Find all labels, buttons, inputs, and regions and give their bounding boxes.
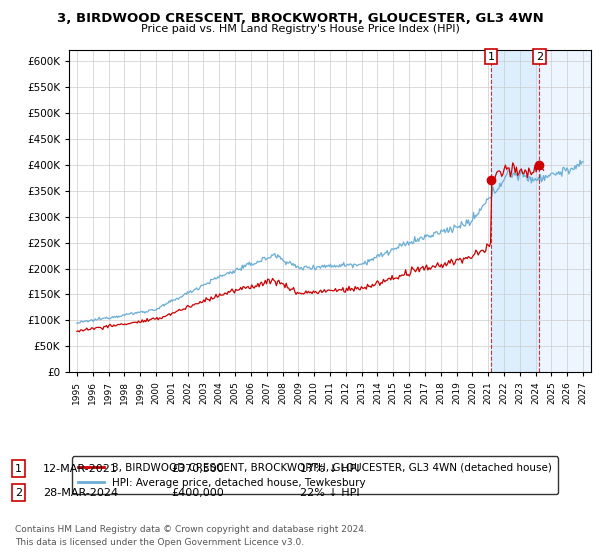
Text: £400,000: £400,000 — [171, 488, 224, 498]
Legend: 3, BIRDWOOD CRESCENT, BROCKWORTH, GLOUCESTER, GL3 4WN (detached house), HPI: Ave: 3, BIRDWOOD CRESCENT, BROCKWORTH, GLOUCE… — [71, 456, 559, 494]
Text: 17% ↓ HPI: 17% ↓ HPI — [300, 464, 359, 474]
Text: 1: 1 — [15, 464, 22, 474]
Text: 2: 2 — [536, 52, 543, 62]
Bar — [491, 50, 539, 372]
Text: 2: 2 — [15, 488, 22, 498]
Text: 1: 1 — [488, 52, 494, 62]
Text: 28-MAR-2024: 28-MAR-2024 — [43, 488, 118, 498]
Text: Price paid vs. HM Land Registry's House Price Index (HPI): Price paid vs. HM Land Registry's House … — [140, 24, 460, 34]
Text: 22% ↓ HPI: 22% ↓ HPI — [300, 488, 359, 498]
Text: Contains HM Land Registry data © Crown copyright and database right 2024.
This d: Contains HM Land Registry data © Crown c… — [15, 525, 367, 547]
Text: £370,500: £370,500 — [171, 464, 224, 474]
Bar — [539, 50, 591, 372]
Text: 3, BIRDWOOD CRESCENT, BROCKWORTH, GLOUCESTER, GL3 4WN: 3, BIRDWOOD CRESCENT, BROCKWORTH, GLOUCE… — [56, 12, 544, 25]
Text: 12-MAR-2021: 12-MAR-2021 — [43, 464, 118, 474]
